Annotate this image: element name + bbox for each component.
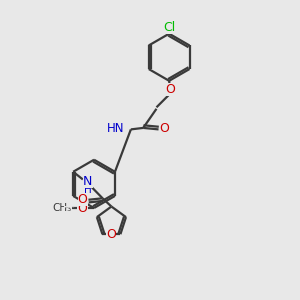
Text: H: H	[84, 185, 92, 195]
Text: O: O	[106, 228, 116, 241]
Text: methoxy: methoxy	[69, 207, 75, 208]
Text: O: O	[77, 202, 87, 214]
Text: CH₃: CH₃	[52, 203, 72, 213]
Text: O: O	[165, 83, 175, 96]
Text: O: O	[160, 122, 170, 135]
Text: Cl: Cl	[163, 21, 175, 34]
Text: HN: HN	[106, 122, 124, 135]
Text: methoxy: methoxy	[64, 206, 71, 208]
Text: N: N	[83, 175, 93, 188]
Text: O: O	[78, 193, 88, 206]
